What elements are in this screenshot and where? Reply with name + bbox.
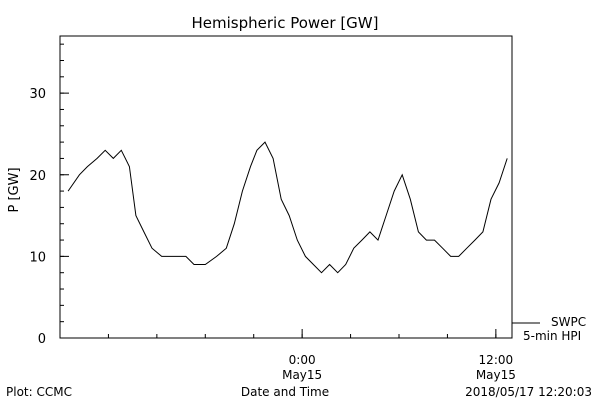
x-tick-time-label: 12:00 (479, 353, 514, 367)
x-major-ticks: 0:00May1512:00May150:00May1612:00May160:… (282, 329, 516, 382)
chart-title: Hemispheric Power [GW] (192, 14, 379, 32)
y-axis-label: P [GW] (7, 167, 22, 212)
x-axis-label: Date and Time (241, 385, 329, 399)
x-tick-date-label: May15 (476, 368, 516, 382)
y-major-ticks: 0 10 20 30 (29, 87, 69, 347)
series-line-swpc (67, 141, 508, 274)
y-minor-ticks (60, 43, 64, 339)
y-tick-label: 30 (29, 87, 46, 102)
x-tick-time-label: 0:00 (289, 353, 316, 367)
legend-label-swpc: SWPC (551, 315, 586, 329)
legend-label-hpi: 5-min HPI (523, 329, 581, 343)
x-minor-ticks (59, 334, 497, 338)
y-tick-label: 10 (29, 250, 46, 265)
y-tick-label: 20 (29, 169, 46, 184)
footer-left: Plot: CCMC (6, 385, 72, 399)
x-tick-date-label: May15 (282, 368, 322, 382)
y-tick-label: 0 (38, 332, 46, 347)
footer-right: 2018/05/17 12:20:03 (465, 385, 592, 399)
plot-frame (59, 35, 513, 339)
